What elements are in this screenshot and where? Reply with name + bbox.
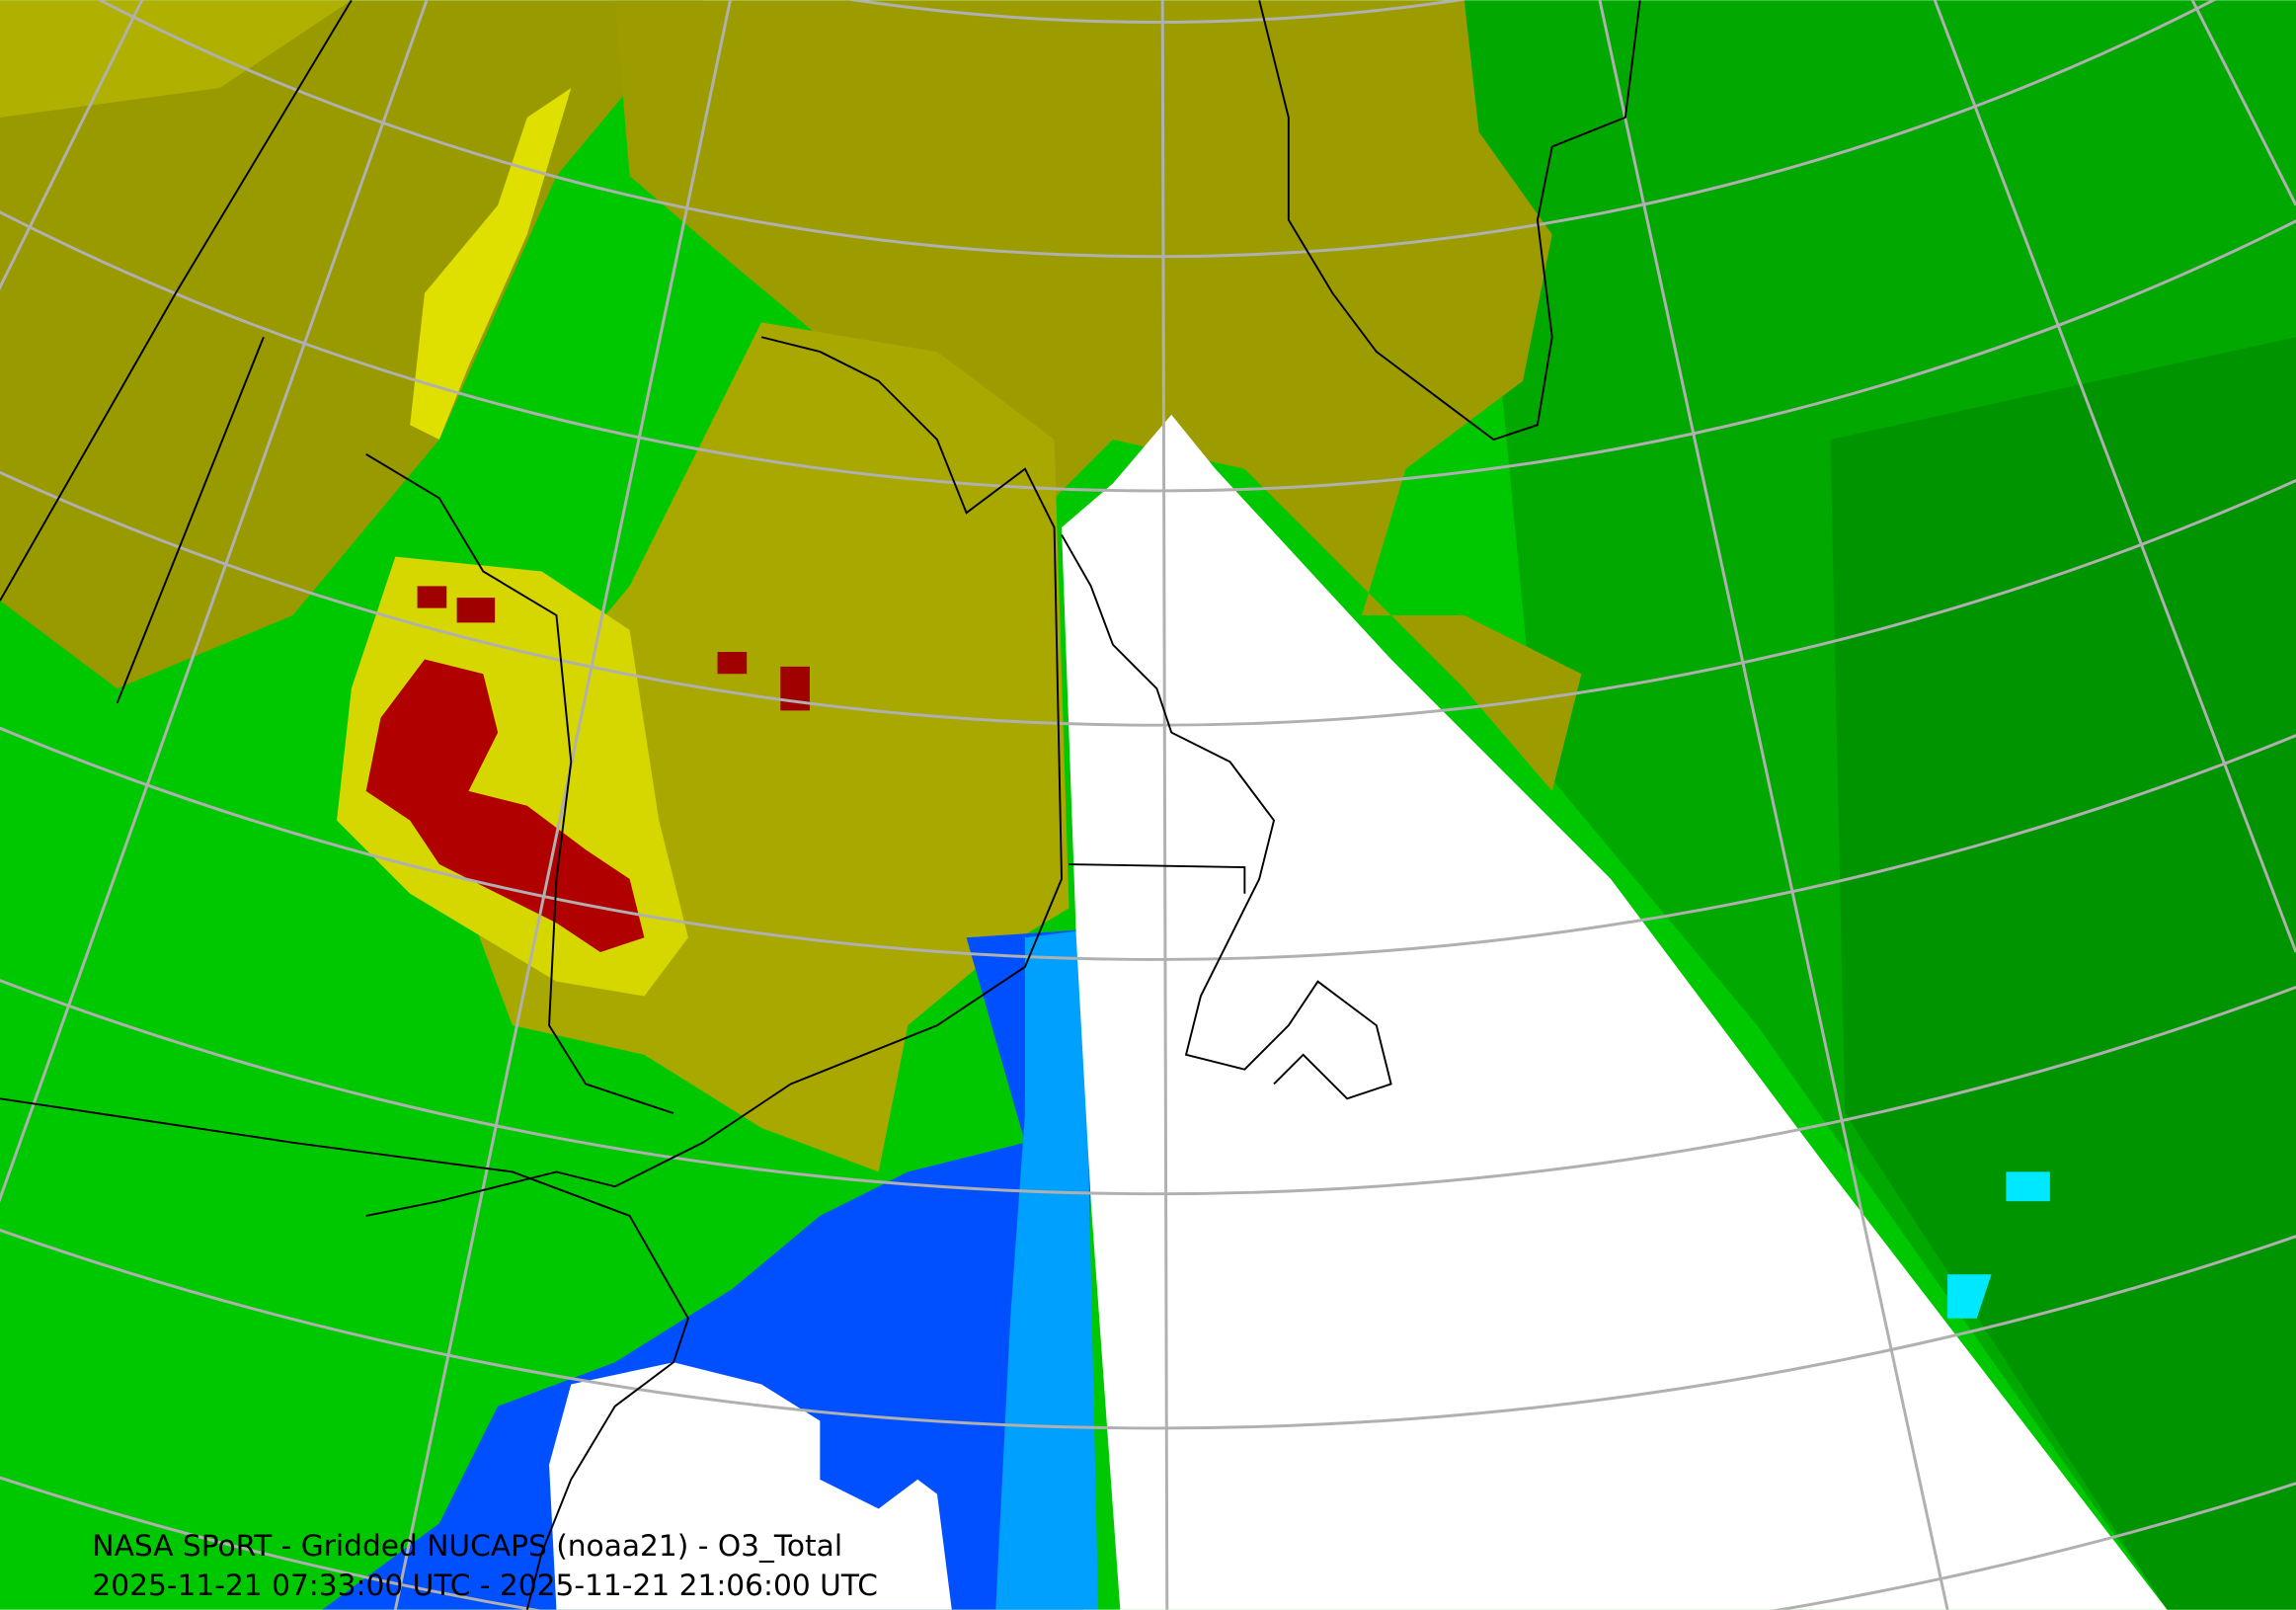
coastlines: [0, 0, 1641, 1610]
parallel: [98, 0, 2216, 258]
parallel: [849, 0, 1464, 24]
no-data-swath: [1062, 414, 2168, 1610]
borders-west: [0, 0, 353, 704]
caption-time: 2025-11-21 07:33:00 UTC - 2025-11-21 21:…: [92, 1568, 878, 1602]
field-red: [365, 659, 645, 953]
parallel: [0, 209, 2296, 492]
parallel: [0, 470, 2296, 726]
parallel: [0, 725, 2296, 960]
parallel: [0, 1227, 2296, 1429]
field-blue-patch: [820, 1406, 937, 1509]
field-darker-green: [1830, 337, 2296, 1610]
coast-greenland: [1258, 0, 1641, 442]
caption-title: NASA SPoRT - Gridded NUCAPS (noaa21) - O…: [92, 1528, 842, 1563]
field-yellow-strip: [410, 88, 572, 441]
field-olive-light: [0, 0, 352, 118]
field-cyan-spots: [1947, 1171, 2050, 1319]
border-labrador: [1069, 863, 1246, 894]
no-data-south: [549, 1362, 952, 1610]
field-olive-north: [614, 0, 1582, 791]
coast-newfoundland: [1061, 533, 1392, 1100]
border-ontario: [365, 453, 674, 1115]
parallel: [0, 978, 2296, 1195]
coast-quebec: [365, 336, 1063, 1217]
coast-us: [0, 1097, 689, 1610]
field-light-blue: [995, 929, 1099, 1610]
